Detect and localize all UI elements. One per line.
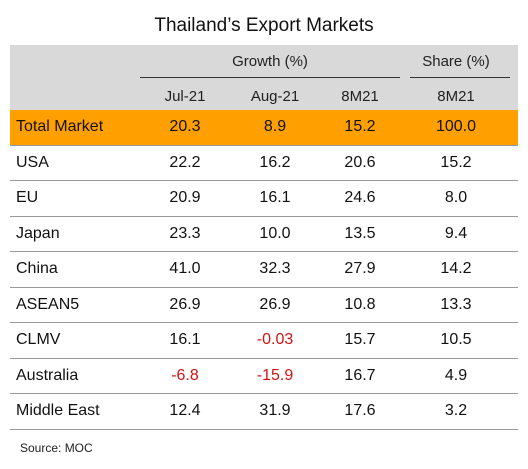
table-cell: 20.9 xyxy=(169,189,201,206)
table-cell: 16.7 xyxy=(344,366,376,384)
table-cell: -15.9 xyxy=(256,366,294,384)
row-label: Middle East xyxy=(16,402,100,419)
table-cell: 31.9 xyxy=(259,402,291,419)
table-header: Growth (%) Share (%) Jul-21 Aug-21 8M21 … xyxy=(10,45,518,110)
table-cell: 10.0 xyxy=(259,224,291,242)
table-cell: 10.5 xyxy=(440,331,472,348)
table-row: ASEAN5 26.9 26.9 10.8 13.3 xyxy=(10,288,518,323)
share-group-label: Share (%) xyxy=(422,53,490,70)
table-cell: -6.8 xyxy=(171,366,199,384)
share-group-rule xyxy=(410,77,510,78)
export-markets-table: Growth (%) Share (%) Jul-21 Aug-21 8M21 … xyxy=(10,45,518,430)
row-label: ASEAN5 xyxy=(16,295,80,313)
table-cell: 26.9 xyxy=(259,295,291,313)
table-row: China 41.0 32.3 27.9 14.2 xyxy=(10,252,518,288)
total-row: Total Market 20.3 8.9 15.2 100.0 xyxy=(10,110,518,146)
table-cell: 32.3 xyxy=(259,260,291,277)
table-title: Thailand’s Export Markets xyxy=(154,15,374,36)
table-cell: 16.1 xyxy=(259,189,291,206)
growth-group-label: Growth (%) xyxy=(232,53,308,70)
table-cell: 9.4 xyxy=(444,224,468,242)
table-row: EU 20.9 16.1 24.6 8.0 xyxy=(10,181,518,217)
table-row: CLMV 16.1 -0.03 15.7 10.5 xyxy=(10,323,518,359)
table-cell: 26.9 xyxy=(169,295,201,313)
table-cell: 20.6 xyxy=(344,153,376,171)
table-cell: 13.3 xyxy=(440,295,472,313)
table-cell: 13.5 xyxy=(344,224,376,242)
column-header-8m21-share: 8M21 xyxy=(437,88,475,105)
table-row: USA 22.2 16.2 20.6 15.2 xyxy=(10,146,518,181)
table-cell: 24.6 xyxy=(344,189,376,206)
table-cell: 15.2 xyxy=(344,118,376,135)
table-cell: 20.3 xyxy=(169,118,201,135)
row-label: USA xyxy=(16,153,49,171)
row-label: EU xyxy=(16,189,39,206)
row-label: Japan xyxy=(16,224,60,242)
table-row: Japan 23.3 10.0 13.5 9.4 xyxy=(10,217,518,252)
column-header-jul21: Jul-21 xyxy=(164,88,206,105)
column-header-aug21: Aug-21 xyxy=(250,88,300,105)
table-cell: 3.2 xyxy=(444,402,468,419)
table-body: Total Market 20.3 8.9 15.2 100.0 USA 22.2 16.2 2… xyxy=(10,110,518,430)
table-cell: 17.6 xyxy=(344,402,376,419)
table-cell: 14.2 xyxy=(440,260,472,277)
table-cell: 41.0 xyxy=(169,260,201,277)
table-cell: 4.9 xyxy=(444,366,468,384)
table-cell: 16.2 xyxy=(259,153,291,171)
row-label: CLMV xyxy=(16,331,61,348)
table-cell: 15.2 xyxy=(440,153,472,171)
table-row: Middle East 12.4 31.9 17.6 3.2 xyxy=(10,394,518,430)
table-cell: 27.9 xyxy=(344,260,376,277)
row-label: Australia xyxy=(16,366,79,384)
table-cell: -0.03 xyxy=(256,331,294,348)
column-header-8m21-growth: 8M21 xyxy=(341,88,379,105)
table-cell: 8.9 xyxy=(263,118,287,135)
table-cell: 23.3 xyxy=(169,224,201,242)
row-label: Total Market xyxy=(16,118,104,135)
growth-group-rule xyxy=(140,77,400,78)
table-row: Australia -6.8 -15.9 16.7 4.9 xyxy=(10,359,518,394)
source-note: Source: MOC xyxy=(20,441,93,455)
table-cell: 12.4 xyxy=(169,402,201,419)
table-cell: 100.0 xyxy=(435,118,477,135)
table-cell: 22.2 xyxy=(169,153,201,171)
table-cell: 16.1 xyxy=(169,331,201,348)
table-cell: 15.7 xyxy=(344,331,376,348)
table-cell: 8.0 xyxy=(444,189,468,206)
table-cell: 10.8 xyxy=(344,295,376,313)
row-label: China xyxy=(16,260,58,277)
